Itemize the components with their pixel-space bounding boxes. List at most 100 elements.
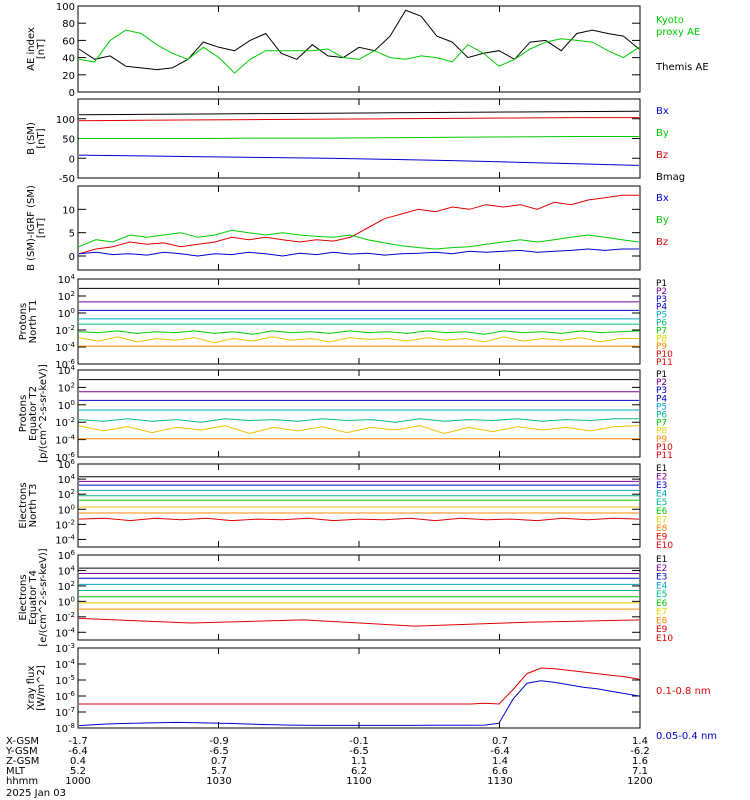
legend-item: E7	[656, 608, 667, 618]
y-tick-label: 104	[58, 364, 76, 377]
y-axis-label: B (SM)	[26, 122, 37, 155]
y-axis-label-2: Equator T4	[28, 570, 39, 625]
orbit-value: 1100	[346, 776, 371, 787]
legend-item: By	[656, 215, 669, 226]
legend-item: P5	[656, 311, 667, 321]
orbit-value: -1.7	[68, 736, 88, 747]
orbit-value: 0.7	[211, 756, 227, 767]
legend-item: P9	[656, 342, 667, 352]
series-line-9	[78, 617, 640, 627]
series-line-2	[78, 29, 640, 74]
y-tick-label: 40	[62, 54, 75, 65]
y-tick-label: 10-8	[55, 722, 75, 735]
legend-item: P6	[656, 319, 667, 329]
y-axis-label: Electrons	[18, 574, 29, 620]
legend-item: P6	[656, 411, 667, 421]
legend-item: E5	[656, 498, 667, 508]
panel-5: 10-6 10-4 10-2 100 102 104 Protons Equator T2 [p…	[18, 364, 673, 464]
legend-item: P2	[656, 287, 667, 297]
panel-4: 10-6 10-4 10-2 100 102 104 Protons North T1 P1P2…	[18, 273, 673, 371]
orbit-value: -6.2	[630, 746, 650, 757]
y-tick-label: 0	[69, 88, 75, 99]
orbit-value: -0.1	[349, 736, 369, 747]
y-axis-unit: [nT]	[36, 128, 47, 148]
series-line-5	[78, 418, 639, 423]
legend-item: P10	[656, 350, 673, 360]
legend-item: P2	[656, 378, 667, 388]
series-line-6	[78, 330, 640, 335]
legend-item: P9	[656, 435, 667, 445]
y-tick-label: 104	[58, 273, 76, 286]
y-axis-label-2: North T3	[28, 484, 39, 528]
y-tick-label: 80	[62, 19, 75, 30]
legend-item: E2	[656, 564, 667, 574]
panel-frame	[77, 369, 641, 458]
legend-item: P7	[656, 326, 667, 336]
legend-item: Bz	[656, 150, 668, 161]
legend-item: E10	[656, 634, 673, 644]
legend-item: E9	[656, 625, 668, 635]
y-axis-unit: [e/(cm^2-s-sr-keV)]	[38, 548, 49, 646]
legend-item: P11	[656, 451, 673, 461]
orbit-row-label: Y-GSM	[5, 746, 38, 757]
legend-item: P3	[656, 295, 667, 305]
legend-item: Bz	[656, 237, 668, 248]
legend-item: E1	[656, 555, 667, 565]
series-line-1	[78, 110, 640, 116]
y-tick-label: 100	[58, 503, 75, 516]
orbit-date: 2025 Jan 03	[6, 788, 66, 799]
y-axis-label: B (SM)-IGRF (SM)	[26, 185, 37, 271]
y-tick-label: -50	[59, 174, 75, 185]
legend-item: Bx	[656, 193, 669, 204]
orbit-value: 5.7	[211, 766, 227, 777]
panel-2: -50 0 50 100 B (SM) [nT] Bx By Bz Bmag	[26, 98, 685, 185]
y-tick-label: 100	[58, 595, 75, 608]
legend-item: Themis AE	[655, 62, 709, 73]
legend-item: P4	[656, 394, 667, 404]
orbit-value: -6.5	[209, 746, 229, 757]
y-axis-label: Xray flux	[26, 666, 37, 711]
orbit-value: 0.7	[492, 736, 508, 747]
legend-item: P4	[656, 303, 667, 313]
orbit-value: 1130	[487, 776, 512, 787]
series-line-2	[78, 229, 640, 250]
y-axis-unit: [W/m^2]	[36, 665, 47, 711]
orbit-value: 1200	[627, 776, 652, 787]
panel-frame	[77, 647, 641, 729]
panel-frame	[77, 5, 641, 93]
y-tick-label: 106	[58, 458, 76, 471]
legend-item: E3	[656, 481, 667, 491]
y-tick-label: 10-4	[55, 434, 75, 447]
y-tick-label: 102	[58, 290, 75, 303]
y-tick-label: 10-6	[55, 451, 75, 464]
y-tick-label: 10-4	[55, 533, 75, 546]
legend-item: Kyoto	[656, 15, 684, 26]
orbit-value: -6.4	[490, 746, 510, 757]
y-tick-label: 10-5	[55, 674, 75, 687]
series-line-3	[79, 136, 639, 139]
orbit-value: 7.1	[632, 766, 648, 777]
orbit-value: 5.2	[70, 766, 86, 777]
legend-item: E9	[656, 532, 668, 542]
orbit-value: -6.5	[349, 746, 369, 757]
y-tick-label: 10-2	[55, 611, 75, 624]
legend-item: P11	[656, 358, 673, 368]
orbit-value: -0.9	[209, 736, 229, 747]
y-tick-label: 104	[58, 564, 76, 577]
series-line-1	[78, 9, 640, 71]
legend-item: Bmag	[656, 172, 685, 183]
orbit-value: 1.4	[492, 756, 508, 767]
legend-item: P1	[656, 370, 667, 380]
y-tick-label: 5	[69, 229, 75, 240]
legend-item: E8	[656, 524, 668, 534]
y-tick-label: 10	[62, 205, 75, 216]
orbit-value: -6.4	[68, 746, 88, 757]
legend-item: E6	[656, 599, 668, 609]
legend-item: Bx	[656, 106, 669, 117]
y-tick-label: 0	[69, 154, 75, 165]
legend-item: proxy AE	[656, 27, 700, 38]
panel-3: 0 5 10 B (SM)-IGRF (SM) [nT] Bx By Bz	[26, 185, 669, 271]
series-line-2	[78, 117, 639, 122]
